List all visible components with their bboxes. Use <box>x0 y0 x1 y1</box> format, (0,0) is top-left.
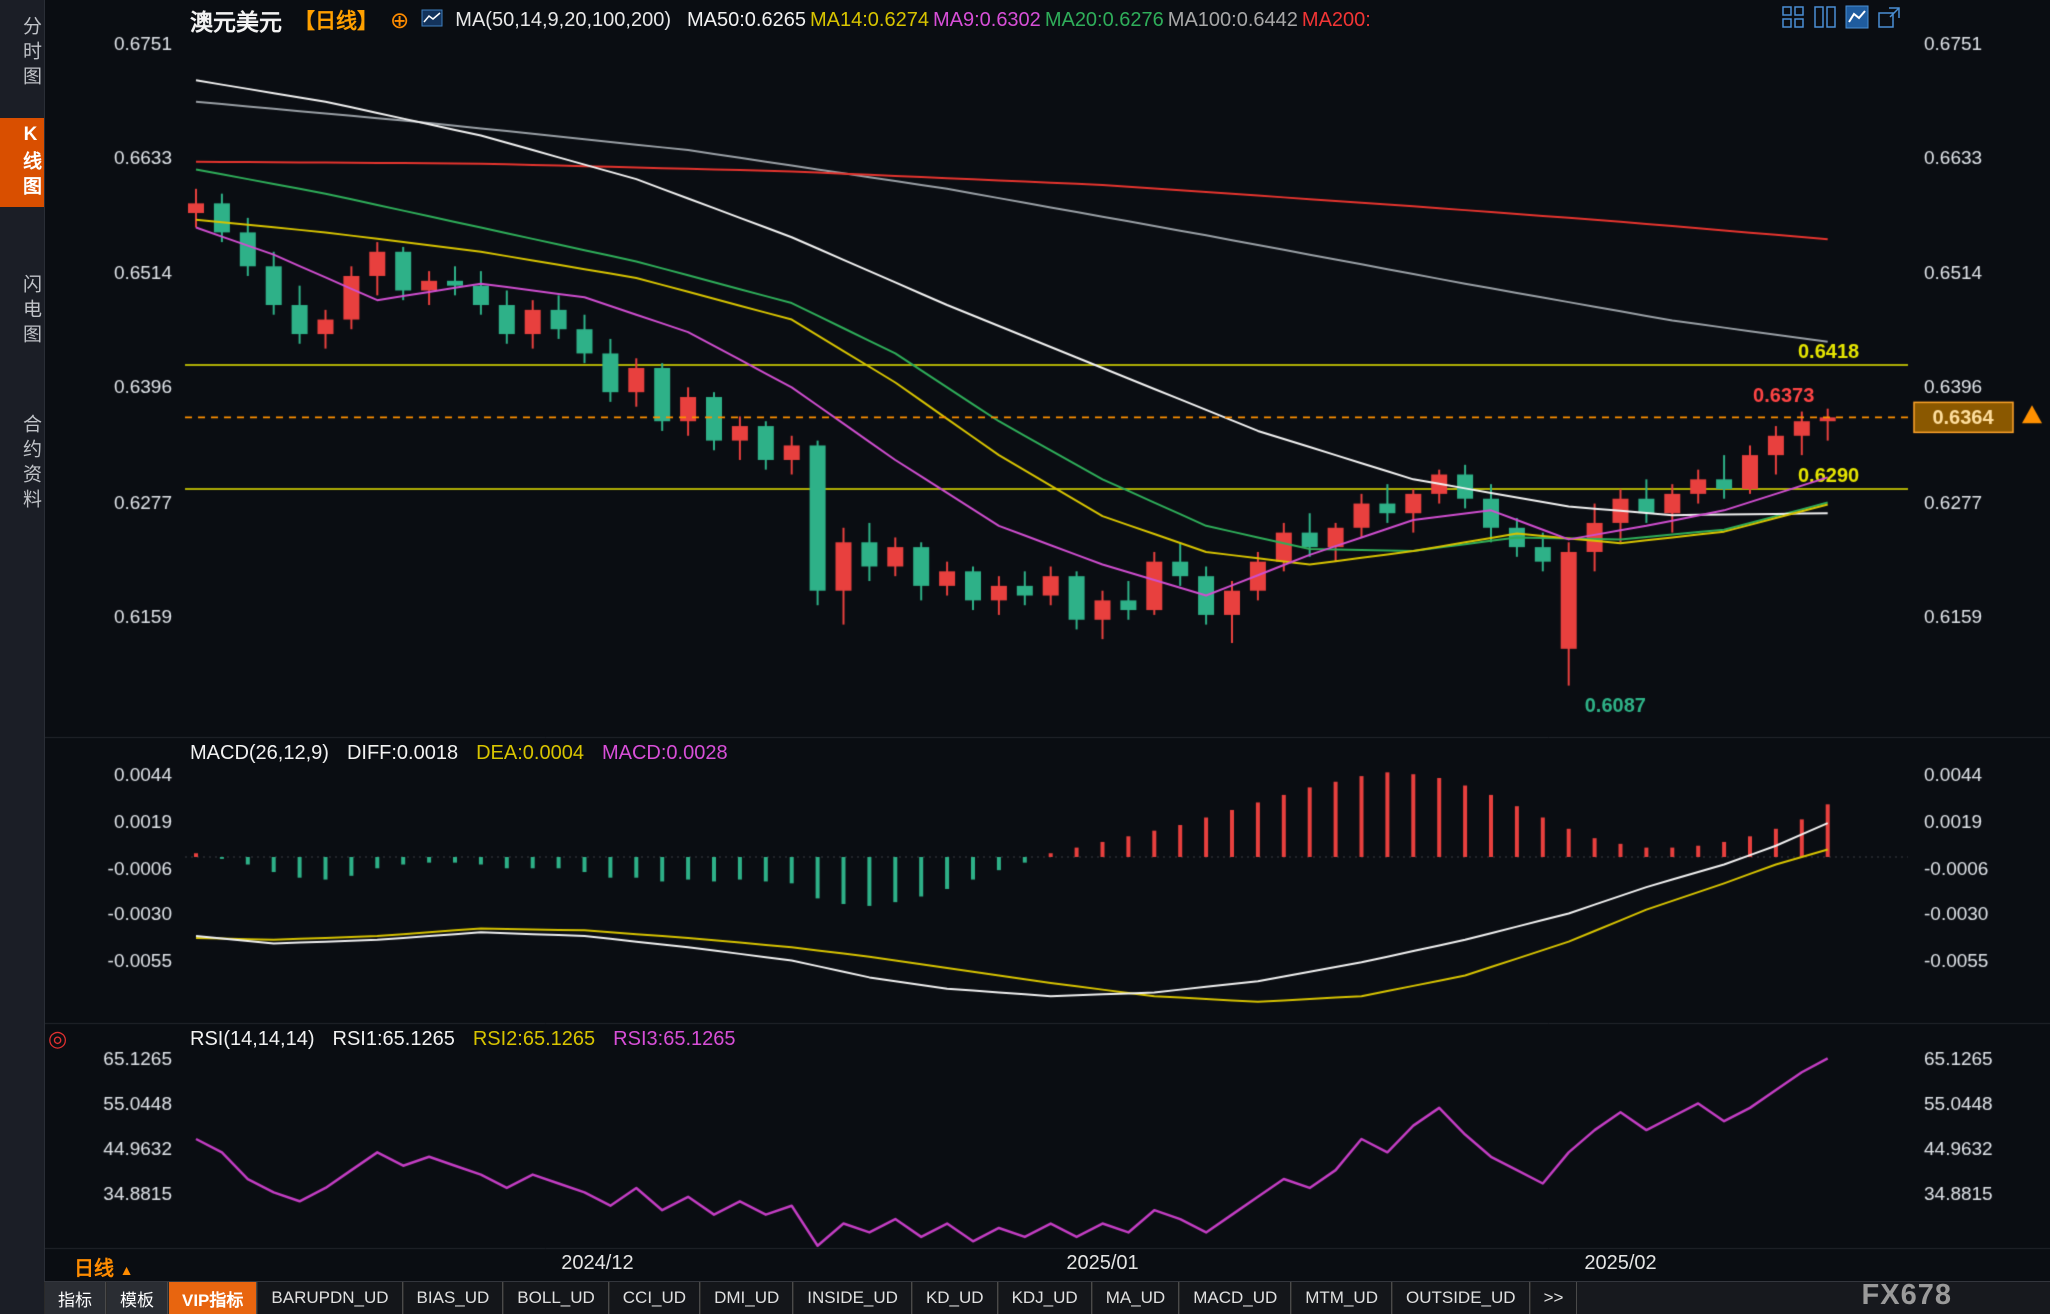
rsi-title: RSI(14,14,14) <box>190 1028 315 1050</box>
ma-value-0: MA50:0.6265 <box>686 8 806 31</box>
layout-quad-icon[interactable] <box>1781 5 1806 30</box>
rsi-legend: RSI(14,14,14) RSI1:65.1265 RSI2:65.1265 … <box>190 1028 736 1051</box>
tab-barupdn-ud[interactable]: BARUPDN_UD <box>257 1282 403 1314</box>
x-axis-label: 2025/02 <box>1584 1252 1657 1274</box>
date-axis: 日线 ▲ 2024/12 2025/01 2025/02 <box>0 1250 2050 1280</box>
tab-cci-ud[interactable]: CCI_UD <box>608 1282 701 1314</box>
chart-canvas[interactable] <box>0 0 2050 1282</box>
ma-settings-label: MA(50,14,9,20,100,200) <box>455 8 671 31</box>
tab-dmi-ud[interactable]: DMI_UD <box>700 1282 794 1314</box>
period-tag: 【日线】 <box>294 10 378 33</box>
chart-header: 澳元美元 【日线】 ⊕ MA(50,14,9,20,100,200) MA50:… <box>190 4 1371 36</box>
sidebar-item-contract-info[interactable]: 合约资料 <box>20 414 41 514</box>
macd-dea-value: DEA:0.0004 <box>476 742 584 764</box>
tab-templates[interactable]: 模板 <box>106 1282 168 1314</box>
tab-boll-ud[interactable]: BOLL_UD <box>503 1282 609 1314</box>
tab-more-tabs[interactable]: >> <box>1529 1282 1578 1314</box>
mini-chart-icon[interactable] <box>421 8 443 33</box>
tab-ma-ud[interactable]: MA_UD <box>1091 1282 1180 1314</box>
indicator-target-icon[interactable]: ◎ <box>48 1026 68 1051</box>
macd-value: MACD:0.0028 <box>601 742 728 764</box>
period-arrow-icon: ▲ <box>119 1262 134 1278</box>
tab-mtm-ud[interactable]: MTM_UD <box>1291 1282 1392 1314</box>
ma-values: MA50:0.6265 MA14:0.6274 MA9:0.6302 MA20:0.6… <box>683 9 1371 32</box>
x-axis-label: 2024/12 <box>561 1252 634 1274</box>
symbol-title: 澳元美元 <box>190 9 282 35</box>
rsi1-value: RSI1:65.1265 <box>332 1028 455 1050</box>
sidebar-item-time-share-chart[interactable]: 分时图 <box>20 16 41 91</box>
ma-value-4: MA100:0.6442 <box>1167 8 1298 31</box>
layout-icons <box>1781 5 1902 30</box>
tab-inside-ud[interactable]: INSIDE_UD <box>793 1282 912 1314</box>
sidebar: 分时图 K线图闪电图合约资料 <box>0 0 45 1314</box>
tab-kd-ud[interactable]: KD_UD <box>911 1282 998 1314</box>
sidebar-item-kline-chart[interactable]: K线图 <box>0 118 44 207</box>
ma-value-1: MA14:0.6274 <box>809 8 929 31</box>
ma-value-2: MA9:0.6302 <box>932 8 1041 31</box>
rsi3-value: RSI3:65.1265 <box>613 1028 736 1050</box>
macd-title: MACD(26,12,9) <box>190 742 329 764</box>
tab-macd-ud[interactable]: MACD_UD <box>1179 1282 1292 1314</box>
sidebar-item-flash-chart[interactable]: 闪电图 <box>20 274 41 349</box>
tab-bias-ud[interactable]: BIAS_UD <box>402 1282 504 1314</box>
macd-legend: MACD(26,12,9) DIFF:0.0018 DEA:0.0004 MAC… <box>190 742 728 765</box>
tab-vip-indicators[interactable]: VIP指标 <box>168 1282 258 1314</box>
tab-kdj-ud[interactable]: KDJ_UD <box>997 1282 1092 1314</box>
layout-dual-icon[interactable] <box>1813 5 1838 30</box>
macd-diff-value: DIFF:0.0018 <box>346 742 459 764</box>
ma-value-5: MA200: <box>1301 8 1371 31</box>
indicator-tab-bar: 指标 模板 VIP指标 BARUPDN_UD BIAS_UD BOLL_UD CCI_UD D… <box>44 1281 2050 1314</box>
layout-active-chart-icon[interactable] <box>1845 5 1870 30</box>
rsi2-value: RSI2:65.1265 <box>472 1028 596 1050</box>
ma-value-3: MA20:0.6276 <box>1044 8 1164 31</box>
x-axis-label: 2025/01 <box>1066 1252 1139 1274</box>
period-selector[interactable]: 日线 ▲ <box>74 1258 134 1280</box>
layout-popout-icon[interactable] <box>1877 5 1902 30</box>
tab-indicators[interactable]: 指标 <box>44 1282 106 1314</box>
brand-watermark: FX678 <box>1861 1279 1952 1311</box>
tab-outside-ud[interactable]: OUTSIDE_UD <box>1391 1282 1530 1314</box>
crosshair-plus-icon[interactable]: ⊕ <box>390 6 410 33</box>
